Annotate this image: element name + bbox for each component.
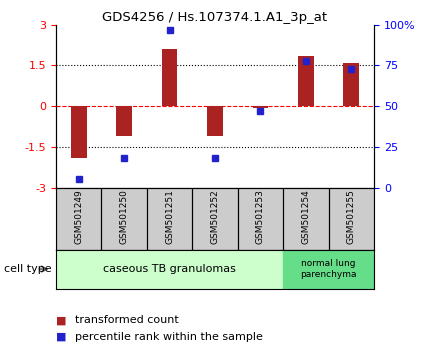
Text: GSM501253: GSM501253 [256,189,265,244]
Bar [207,106,223,136]
Text: GSM501251: GSM501251 [165,189,174,244]
Bar [252,106,268,108]
Bar [71,106,86,158]
Bar [344,63,359,106]
Text: GSM501249: GSM501249 [74,189,83,244]
Text: ■: ■ [56,315,70,325]
Text: ■: ■ [56,332,70,342]
Bar [162,49,178,106]
Bar [116,106,132,136]
Text: normal lung
parenchyma: normal lung parenchyma [301,259,357,279]
Bar [283,250,374,289]
Text: caseous TB granulomas: caseous TB granulomas [103,264,236,274]
Text: transformed count: transformed count [75,315,179,325]
Text: GSM501254: GSM501254 [301,189,310,244]
Text: GSM501255: GSM501255 [347,189,356,244]
Bar [56,250,283,289]
Text: GDS4256 / Hs.107374.1.A1_3p_at: GDS4256 / Hs.107374.1.A1_3p_at [102,11,328,24]
Bar [298,56,314,106]
Text: percentile rank within the sample: percentile rank within the sample [75,332,263,342]
Text: GSM501250: GSM501250 [120,189,129,244]
Text: GSM501252: GSM501252 [211,189,219,244]
Text: cell type: cell type [4,264,52,274]
